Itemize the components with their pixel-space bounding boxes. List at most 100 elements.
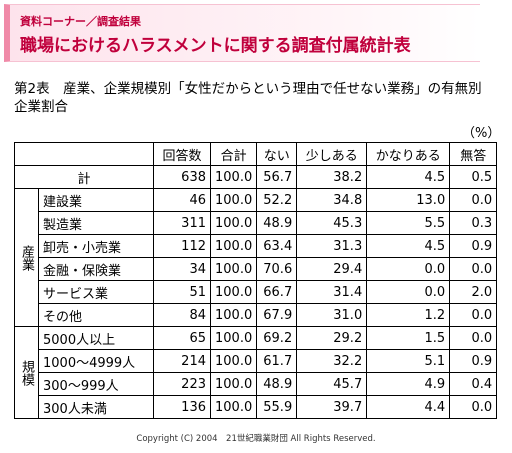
cell: 100.0 <box>209 326 258 350</box>
cell: 0.0 <box>449 188 498 212</box>
total-row: 計 638 100.0 56.7 38.2 4.5 0.5 <box>14 165 498 189</box>
column-header: 合計 <box>209 142 258 166</box>
cell: 61.7 <box>256 349 298 373</box>
cell: 29.2 <box>296 326 368 350</box>
cell: 112 <box>153 234 211 258</box>
cell: 63.4 <box>256 234 298 258</box>
cell: 84 <box>153 303 211 327</box>
cell: 56.7 <box>256 165 298 189</box>
cell: 5.5 <box>366 211 451 235</box>
cell: 55.9 <box>256 395 298 419</box>
cell: 69.2 <box>256 326 298 350</box>
cell: 1.2 <box>366 303 451 327</box>
column-header: 少しある <box>296 142 368 166</box>
column-header: かなりある <box>366 142 451 166</box>
data-row: 製造業 311 100.0 48.9 45.3 5.5 0.3 <box>15 211 498 235</box>
header-banner: 資料コーナー／調査結果 職場におけるハラスメントに関する調査付属統計表 <box>4 4 480 62</box>
cell: 31.0 <box>296 303 368 327</box>
cell: 311 <box>153 211 211 235</box>
cell: 48.9 <box>256 211 298 235</box>
cell: 100.0 <box>209 280 258 304</box>
cell: 39.7 <box>296 395 368 419</box>
group-label: 規模 <box>14 326 39 419</box>
cell: 638 <box>153 165 211 189</box>
cell: 0.0 <box>449 395 498 419</box>
row-label: サービス業 <box>38 280 154 304</box>
cell: 51 <box>153 280 211 304</box>
data-row: 300人未満 136 100.0 55.9 39.7 4.4 0.0 <box>15 395 498 419</box>
data-row: 1000～4999人 214 100.0 61.7 32.2 5.1 0.9 <box>15 349 498 373</box>
cell: 100.0 <box>209 188 258 212</box>
cell: 67.9 <box>256 303 298 327</box>
cell: 4.9 <box>366 372 451 396</box>
cell: 4.4 <box>366 395 451 419</box>
cell: 45.3 <box>296 211 368 235</box>
cell: 1.5 <box>366 326 451 350</box>
cell: 0.0 <box>449 303 498 327</box>
cell: 34.8 <box>296 188 368 212</box>
row-label: 製造業 <box>38 211 154 235</box>
cell: 0.0 <box>366 280 451 304</box>
cell: 66.7 <box>256 280 298 304</box>
cell: 0.3 <box>449 211 498 235</box>
cell: 38.2 <box>296 165 368 189</box>
data-table: 回答数 合計 ない 少しある かなりある 無答計 638 100.0 56.7 38.2 4.5 0.… <box>14 142 498 419</box>
cell: 13.0 <box>366 188 451 212</box>
cell: 136 <box>153 395 211 419</box>
cell: 0.4 <box>449 372 498 396</box>
unit-label: （%） <box>462 126 501 141</box>
cell: 45.7 <box>296 372 368 396</box>
column-header: 回答数 <box>153 142 211 166</box>
cell: 100.0 <box>209 211 258 235</box>
row-label: 計 <box>14 165 154 189</box>
data-row: 金融・保険業 34 100.0 70.6 29.4 0.0 0.0 <box>15 257 498 281</box>
data-row: 300～999人 223 100.0 48.9 45.7 4.9 0.4 <box>15 372 498 396</box>
row-label: 卸売・小売業 <box>38 234 154 258</box>
cell: 0.9 <box>449 234 498 258</box>
group-label: 産業 <box>14 188 39 327</box>
row-label: 建設業 <box>38 188 154 212</box>
cell: 100.0 <box>209 165 258 189</box>
cell: 214 <box>153 349 211 373</box>
row-label: その他 <box>38 303 154 327</box>
cell: 2.0 <box>449 280 498 304</box>
cell: 223 <box>153 372 211 396</box>
row-label: 1000～4999人 <box>38 349 154 373</box>
cell: 34 <box>153 257 211 281</box>
cell: 5.1 <box>366 349 451 373</box>
data-row: その他 84 100.0 67.9 31.0 1.2 0.0 <box>15 303 498 327</box>
cell: 31.3 <box>296 234 368 258</box>
cell: 100.0 <box>209 303 258 327</box>
row-label: 5000人以上 <box>38 326 154 350</box>
cell: 100.0 <box>209 395 258 419</box>
data-row: 産業 建設業 46 100.0 52.2 34.8 13.0 0.0 <box>14 188 498 327</box>
cell: 48.9 <box>256 372 298 396</box>
cell: 100.0 <box>209 349 258 373</box>
cell: 0.9 <box>449 349 498 373</box>
cell: 29.4 <box>296 257 368 281</box>
cell: 0.5 <box>449 165 498 189</box>
cell: 0.0 <box>449 257 498 281</box>
header-title: 職場におけるハラスメントに関する調査付属統計表 <box>20 36 411 56</box>
data-row: 卸売・小売業 112 100.0 63.4 31.3 4.5 0.9 <box>15 234 498 258</box>
corner-cell <box>14 142 154 166</box>
header-label: 資料コーナー／調査結果 <box>20 15 141 28</box>
table-caption: 第2表 産業、企業規模別「女性だからという理由で任せない業務」の有無別企業割合 <box>14 81 482 115</box>
cell: 0.0 <box>366 257 451 281</box>
cell: 100.0 <box>209 234 258 258</box>
cell: 0.0 <box>449 326 498 350</box>
data-row: サービス業 51 100.0 66.7 31.4 0.0 2.0 <box>15 280 498 304</box>
cell: 65 <box>153 326 211 350</box>
cell: 70.6 <box>256 257 298 281</box>
cell: 52.2 <box>256 188 298 212</box>
data-row: 規模 5000人以上 65 100.0 69.2 29.2 1.5 0.0 <box>14 326 498 419</box>
footer: Copyright (C) 2004 21世紀職業財団 All Rights R… <box>136 434 376 444</box>
cell: 4.5 <box>366 234 451 258</box>
header-row: 回答数 合計 ない 少しある かなりある 無答 <box>14 142 498 166</box>
cell: 32.2 <box>296 349 368 373</box>
cell: 100.0 <box>209 372 258 396</box>
cell: 4.5 <box>366 165 451 189</box>
row-label: 300～999人 <box>38 372 154 396</box>
row-label: 300人未満 <box>38 395 154 419</box>
